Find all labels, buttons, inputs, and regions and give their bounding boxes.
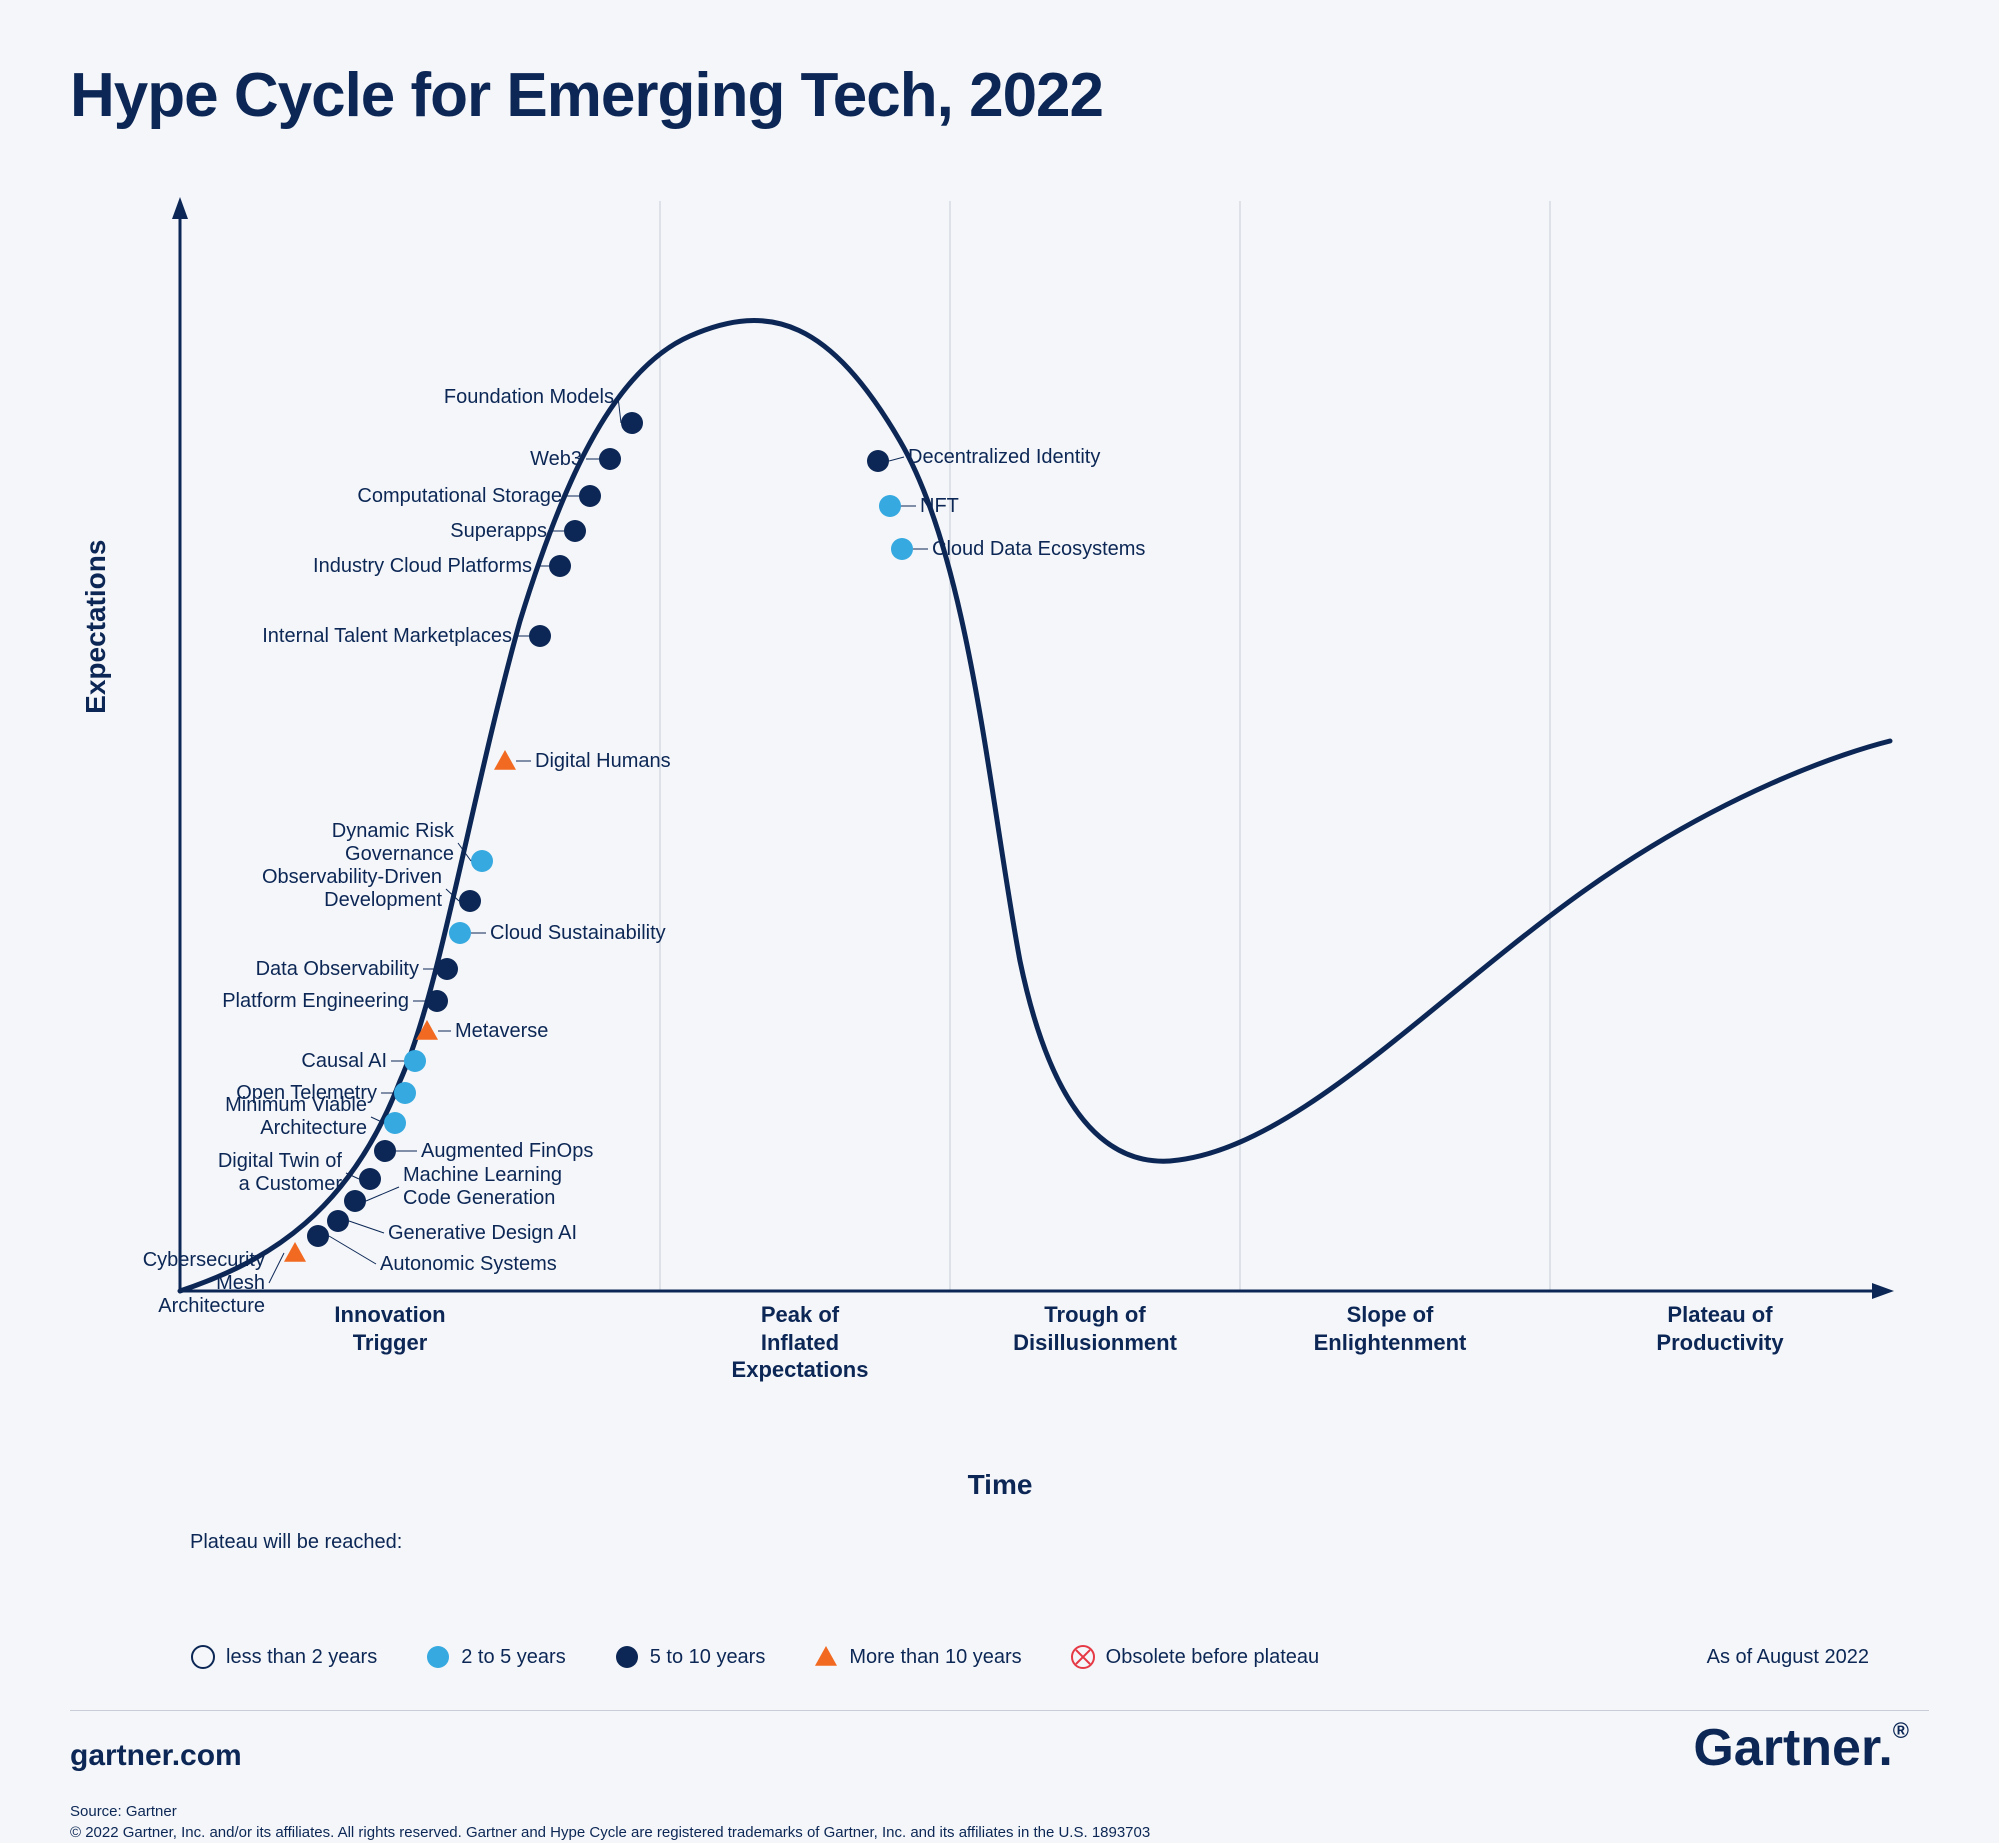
footer-source-line: Source: Gartner	[70, 1801, 1929, 1822]
point-label: Industry Cloud Platforms	[313, 555, 532, 578]
brand-logo: Gartner.®	[1693, 1718, 1909, 1778]
phase-label: Trough ofDisillusionment	[975, 1301, 1215, 1356]
point-label: Platform Engineering	[222, 990, 409, 1013]
chart-svg	[70, 161, 1930, 1441]
phase-label: InnovationTrigger	[270, 1301, 510, 1356]
point-label: Observability-DrivenDevelopment	[262, 866, 442, 912]
legend-item-label: 5 to 10 years	[650, 1646, 766, 1669]
legend-item: less than 2 years	[190, 1644, 377, 1670]
point-label: Causal AI	[301, 1050, 387, 1073]
phase-label: Slope ofEnlightenment	[1270, 1301, 1510, 1356]
legend-item: More than 10 years	[813, 1644, 1021, 1670]
point-label: Cloud Data Ecosystems	[932, 538, 1145, 561]
legend-row: less than 2 years 2 to 5 years 5 to 10 yea…	[70, 1644, 1929, 1670]
point-label: Generative Design AI	[388, 1222, 577, 1245]
point-label: Internal Talent Marketplaces	[262, 625, 512, 648]
point-label: Metaverse	[455, 1020, 548, 1043]
point-label: Computational Storage	[357, 485, 562, 508]
point-label: Cloud Sustainability	[490, 922, 666, 945]
hype-cycle-chart: Expectations Time CybersecurityMeshArchi…	[70, 161, 1930, 1441]
x-axis-label: Time	[968, 1469, 1033, 1501]
point-label: Data Observability	[256, 958, 419, 981]
legend-item-label: More than 10 years	[849, 1646, 1021, 1669]
point-label: Superapps	[450, 520, 547, 543]
point-label: Decentralized Identity	[908, 446, 1100, 469]
legend-item-label: Obsolete before plateau	[1106, 1646, 1320, 1669]
brand-text: Gartner	[1693, 1719, 1878, 1777]
page-title: Hype Cycle for Emerging Tech, 2022	[70, 60, 1929, 131]
point-label: Open Telemetry	[236, 1082, 377, 1105]
legend-item-label: 2 to 5 years	[461, 1646, 566, 1669]
point-label: Augmented FinOps	[421, 1140, 593, 1163]
legend-item: Obsolete before plateau	[1070, 1644, 1320, 1670]
footer-copyright: © 2022 Gartner, Inc. and/or its affiliat…	[70, 1822, 1929, 1843]
point-label: Autonomic Systems	[380, 1253, 557, 1276]
legend-item-label: less than 2 years	[226, 1646, 377, 1669]
footer-divider	[70, 1710, 1929, 1711]
point-label: Dynamic RiskGovernance	[332, 820, 454, 866]
phase-label: Peak ofInflatedExpectations	[680, 1301, 920, 1384]
point-label: Digital Humans	[535, 750, 671, 773]
legend-title: Plateau will be reached:	[70, 1531, 1929, 1554]
legend-as-of: As of August 2022	[1707, 1646, 1929, 1669]
y-axis-label: Expectations	[80, 540, 112, 714]
phase-label: Plateau ofProductivity	[1600, 1301, 1840, 1356]
brand-suffix: ®	[1893, 1718, 1909, 1743]
legend-item: 2 to 5 years	[425, 1644, 566, 1670]
footer-source: Source: Gartner © 2022 Gartner, Inc. and…	[70, 1801, 1929, 1843]
point-label: Foundation Models	[444, 386, 614, 409]
legend-item: 5 to 10 years	[614, 1644, 766, 1670]
point-label: CybersecurityMeshArchitecture	[143, 1249, 265, 1318]
footer-url: gartner.com	[70, 1739, 1929, 1773]
point-label: Digital Twin ofa Customer	[218, 1150, 342, 1196]
point-label: Web3	[530, 448, 582, 471]
point-label: NFT	[920, 495, 959, 518]
point-label: Machine LearningCode Generation	[403, 1164, 562, 1210]
